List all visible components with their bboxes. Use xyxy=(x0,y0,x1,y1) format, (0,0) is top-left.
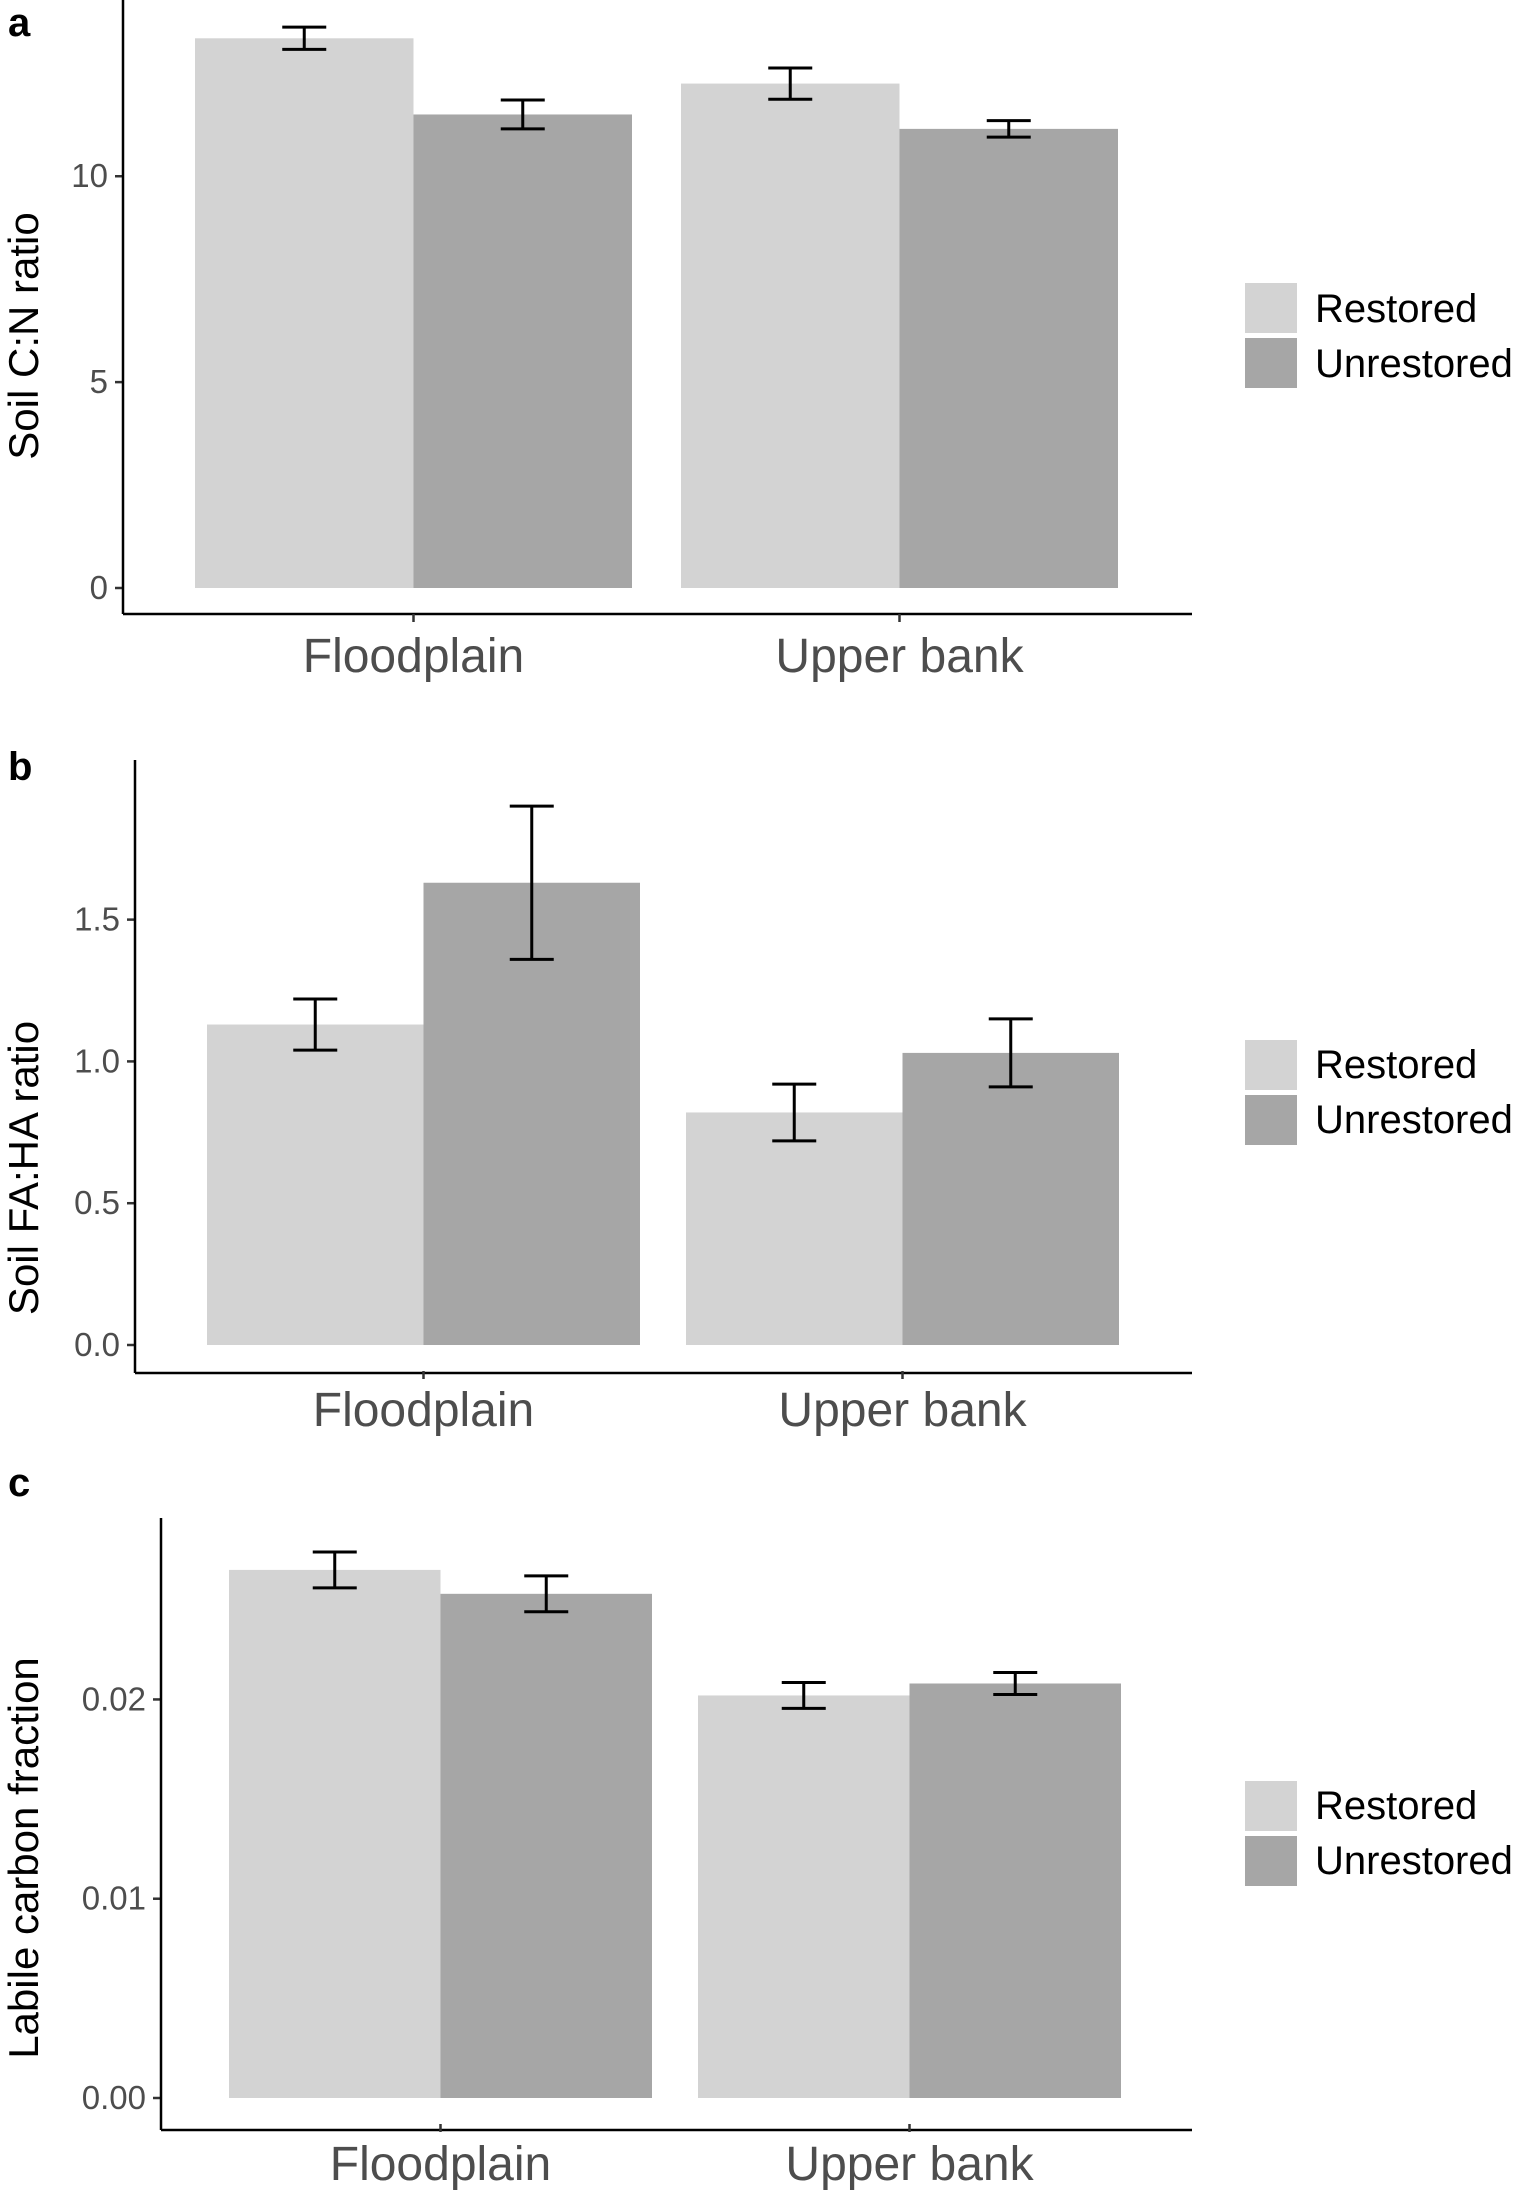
ytick-label-c-2: 0.02 xyxy=(82,1680,146,1717)
legend-swatch-restored-b xyxy=(1245,1040,1297,1090)
legend-swatch-restored-a xyxy=(1245,283,1297,333)
errorbar-a-floodplain-restored xyxy=(282,25,327,51)
legend-swatch-unrestored-c xyxy=(1245,1836,1297,1886)
chart-b-svg: b Soil FA:HA ratio 0.0 0.5 1.0 1.5 Floodpla… xyxy=(0,745,1513,1437)
panel-letter-a: a xyxy=(8,1,31,45)
ytick-label-b-3: 1.5 xyxy=(74,901,120,938)
yticks-c: 0.00 0.01 0.02 xyxy=(82,1680,161,2116)
errorbar-a-upper-bank-restored xyxy=(768,66,813,101)
errorbar-b-upper-bank-restored xyxy=(772,1082,817,1143)
panel-letter-b: b xyxy=(8,745,32,789)
axes-b xyxy=(133,760,1192,1375)
bar-c-upper-bank-unrestored xyxy=(909,1683,1121,2098)
y-axis-label-b: Soil FA:HA ratio xyxy=(0,1021,47,1315)
xtick-label-c-1: Upper bank xyxy=(785,2138,1034,2191)
legend-b: Restored Unrestored xyxy=(1245,1040,1513,1145)
legend-label-restored-b: Restored xyxy=(1315,1043,1477,1087)
bar-c-upper-bank-restored xyxy=(698,1695,910,2098)
errorbar-c-floodplain-restored xyxy=(312,1550,357,1590)
panel-c: c Labile carbon fraction 0.00 0.01 0.02 Fl… xyxy=(0,1460,1534,2202)
bar-a-upper-bank-restored xyxy=(681,83,900,589)
yticks-a: 0 5 10 xyxy=(71,157,123,606)
chart-c-svg: c Labile carbon fraction 0.00 0.01 0.02 Fl… xyxy=(0,1461,1513,2191)
errorbar-a-floodplain-unrestored xyxy=(500,98,545,131)
legend-label-restored-a: Restored xyxy=(1315,287,1477,331)
xticks-b: Floodplain Upper bank xyxy=(313,1371,1028,1437)
ytick-label-b-2: 1.0 xyxy=(74,1042,120,1079)
yticks-b: 0.0 0.5 1.0 1.5 xyxy=(74,901,135,1363)
y-axis-label-a: Soil C:N ratio xyxy=(0,212,47,459)
axes-a xyxy=(121,0,1192,616)
xtick-label-a-1: Upper bank xyxy=(775,630,1024,683)
legend-swatch-restored-c xyxy=(1245,1781,1297,1831)
bar-b-upper-bank-restored xyxy=(686,1112,903,1345)
ytick-label-b-1: 0.5 xyxy=(74,1184,120,1221)
bars-b xyxy=(207,882,1119,1345)
bar-c-floodplain-unrestored xyxy=(440,1593,652,2098)
errorbar-b-floodplain-unrestored xyxy=(509,804,554,961)
ytick-label-c-1: 0.01 xyxy=(82,1880,146,1917)
ytick-label-a-2: 10 xyxy=(71,157,108,194)
xticks-c: Floodplain Upper bank xyxy=(330,2124,1035,2191)
ytick-label-a-0: 0 xyxy=(90,569,108,606)
bar-a-floodplain-unrestored xyxy=(413,114,632,589)
errorbar-b-upper-bank-unrestored xyxy=(988,1017,1033,1089)
xtick-label-c-0: Floodplain xyxy=(330,2138,551,2191)
xticks-a: Floodplain Upper bank xyxy=(303,614,1025,683)
xtick-label-a-0: Floodplain xyxy=(303,630,524,683)
legend-label-restored-c: Restored xyxy=(1315,1784,1477,1828)
panel-b: b Soil FA:HA ratio 0.0 0.5 1.0 1.5 Floodpla… xyxy=(0,720,1534,1460)
errorbar-c-floodplain-unrestored xyxy=(524,1574,569,1614)
errorbars-c xyxy=(312,1550,1038,1710)
errorbar-a-upper-bank-unrestored xyxy=(986,119,1031,139)
bar-c-floodplain-restored xyxy=(229,1569,441,2098)
legend-swatch-unrestored-a xyxy=(1245,338,1297,388)
errorbar-c-upper-bank-unrestored xyxy=(993,1671,1038,1696)
axes-c xyxy=(159,1518,1192,2132)
legend-c: Restored Unrestored xyxy=(1245,1781,1513,1886)
errorbars-a xyxy=(282,25,1031,139)
y-axis-label-c: Labile carbon fraction xyxy=(0,1657,47,2059)
panel-letter-c: c xyxy=(8,1461,30,1505)
xtick-label-b-0: Floodplain xyxy=(313,1384,534,1437)
legend-a: Restored Unrestored xyxy=(1245,283,1513,388)
ytick-label-b-0: 0.0 xyxy=(74,1326,120,1363)
bar-b-upper-bank-unrestored xyxy=(902,1052,1119,1345)
bar-b-floodplain-restored xyxy=(207,1024,424,1345)
bars-c xyxy=(229,1569,1121,2098)
bar-a-upper-bank-unrestored xyxy=(899,128,1118,588)
xtick-label-b-1: Upper bank xyxy=(778,1384,1027,1437)
errorbars-b xyxy=(293,804,1033,1143)
bars-a xyxy=(195,38,1118,589)
errorbar-c-upper-bank-restored xyxy=(781,1681,826,1710)
legend-label-unrestored-a: Unrestored xyxy=(1315,342,1513,386)
ytick-label-c-0: 0.00 xyxy=(82,2079,146,2116)
panel-a: a Soil C:N ratio 0 5 10 Floodplain Upper ba… xyxy=(0,0,1534,720)
ytick-label-a-1: 5 xyxy=(90,363,108,400)
legend-label-unrestored-b: Unrestored xyxy=(1315,1098,1513,1142)
legend-swatch-unrestored-b xyxy=(1245,1095,1297,1145)
chart-a-svg: a Soil C:N ratio 0 5 10 Floodplain Upper ba… xyxy=(0,0,1513,683)
legend-label-unrestored-c: Unrestored xyxy=(1315,1839,1513,1883)
errorbar-b-floodplain-restored xyxy=(293,997,338,1052)
bar-a-floodplain-restored xyxy=(195,38,414,588)
